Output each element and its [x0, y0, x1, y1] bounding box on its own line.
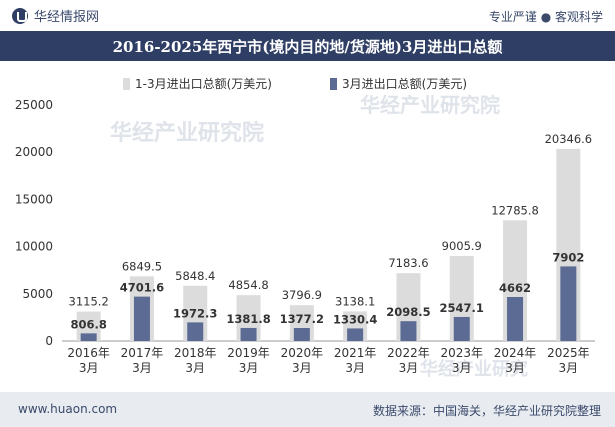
website-link[interactable]: www.huaon.com — [18, 402, 118, 416]
x-tick-label-month: 3月 — [132, 361, 152, 375]
watermark-left: 华经产业研究院 — [110, 120, 264, 146]
x-tick-label-month: 3月 — [399, 361, 419, 375]
chart-title: 2016-2025年西宁市(境内目的地/货源地)3月进出口总额 — [112, 37, 503, 56]
data-label-march: 1972.3 — [173, 306, 217, 320]
bar-march — [133, 296, 150, 341]
x-tick-label-month: 3月 — [292, 361, 312, 375]
y-tick-label: 10000 — [15, 240, 53, 254]
footer: www.huaon.com 数据来源：中国海关，华经产业研究院整理 — [0, 392, 615, 427]
bar-march — [400, 321, 417, 341]
bar-march — [507, 296, 524, 341]
data-label-march: 806.8 — [70, 317, 106, 331]
x-tick-label-year: 2019年 — [227, 346, 270, 360]
x-tick-label-year: 2023年 — [440, 346, 483, 360]
x-tick-label-year: 2020年 — [281, 346, 324, 360]
watermark-right: 华经产业研究院 — [360, 93, 500, 117]
data-label-total: 7183.6 — [388, 256, 428, 270]
data-label-march: 4701.6 — [120, 281, 164, 295]
data-label-total: 9005.9 — [442, 239, 482, 253]
data-label-march: 2547.1 — [440, 301, 484, 315]
title-bar: 2016-2025年西宁市(境内目的地/货源地)3月进出口总额 — [0, 31, 615, 61]
x-tick-label-month: 3月 — [79, 361, 99, 375]
x-tick-label-month: 3月 — [559, 361, 579, 375]
x-tick-label-month: 3月 — [345, 361, 365, 375]
bar-march — [187, 322, 204, 341]
x-tick-label-month: 3月 — [239, 361, 259, 375]
x-tick-label-year: 2018年 — [174, 346, 217, 360]
data-label-total: 6849.5 — [122, 259, 162, 273]
legend-label-march: 3月进出口总额(万美元) — [342, 77, 467, 91]
y-tick-label: 0 — [45, 334, 53, 348]
data-label-total: 3115.2 — [69, 295, 109, 309]
brand[interactable]: 华经情报网 — [12, 6, 99, 25]
data-label-total: 12785.8 — [491, 203, 539, 217]
y-tick-label: 15000 — [15, 192, 53, 206]
y-tick-label: 25000 — [15, 98, 53, 112]
x-tick-label-year: 2017年 — [121, 346, 164, 360]
bar-march — [453, 316, 470, 341]
data-label-total: 4854.8 — [228, 278, 268, 292]
x-tick-label-month: 3月 — [452, 361, 472, 375]
data-label-march: 1377.2 — [280, 312, 324, 326]
x-tick-label-year: 2024年 — [494, 346, 537, 360]
huajing-logo-icon — [12, 7, 28, 24]
data-label-march: 7902 — [552, 250, 584, 264]
data-label-march: 4662 — [499, 281, 531, 295]
bar-march — [240, 327, 257, 341]
tagline: 专业严谨 ● 客观科学 — [488, 10, 603, 24]
data-label-march: 2098.5 — [386, 305, 430, 319]
x-tick-label-year: 2025年 — [547, 346, 590, 360]
top-bar: 华经情报网 专业严谨 ● 客观科学 — [0, 0, 615, 30]
data-label-total: 5848.4 — [175, 269, 215, 283]
x-tick-label-month: 3月 — [505, 361, 525, 375]
bar-march — [560, 266, 577, 341]
x-tick-label-month: 3月 — [185, 361, 205, 375]
data-label-total: 3138.1 — [335, 294, 375, 308]
data-label-march: 1381.8 — [226, 312, 270, 326]
y-tick-label: 5000 — [22, 287, 53, 301]
legend-swatch-total — [123, 78, 130, 90]
chart-legend: 1-3月进出口总额(万美元) 3月进出口总额(万美元) — [123, 77, 467, 91]
data-source: 数据来源：中国海关，华经产业研究院整理 — [372, 404, 601, 418]
data-label-march: 1330.4 — [333, 312, 377, 326]
x-tick-label-year: 2021年 — [334, 346, 377, 360]
bar-march — [80, 333, 97, 341]
data-label-total: 3796.9 — [282, 288, 322, 302]
legend-swatch-march — [330, 78, 337, 90]
bar-chart: 华经产业研究院 华经产业研究院 华经产业研究 1-3月进出口总额(万美元) 3月… — [15, 77, 595, 380]
chart-bars — [76, 148, 581, 341]
x-tick-label-year: 2022年 — [387, 346, 430, 360]
bar-march — [293, 327, 310, 341]
brand-name: 华经情报网 — [34, 10, 100, 25]
chart-data-labels: 3115.2 806.8 6849.5 4701.6 5848.4 1972.3 4854.… — [69, 132, 593, 331]
legend-label-total: 1-3月进出口总额(万美元) — [135, 77, 272, 91]
bar-march — [347, 328, 364, 341]
chart-x-ticks: 2016年3月2017年3月2018年3月2019年3月2020年3月2021年… — [67, 346, 589, 375]
data-label-total: 20346.6 — [545, 132, 593, 146]
x-tick-label-year: 2016年 — [67, 346, 110, 360]
watermark-bottom: 华经产业研究 — [420, 358, 528, 380]
y-tick-label: 20000 — [15, 145, 53, 159]
